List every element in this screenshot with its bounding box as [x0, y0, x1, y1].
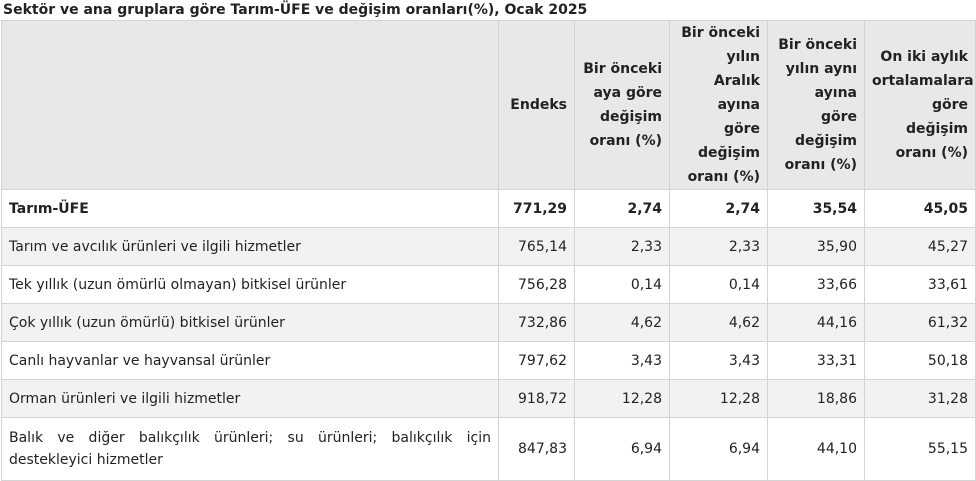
- twelve-month-average-value: 33,61: [864, 265, 976, 304]
- annual-change-value: 44,10: [767, 417, 865, 481]
- row-label: Balık ve diğer balıkçılık ürünleri; su ü…: [1, 417, 499, 481]
- table-row: Çok yıllık (uzun ömürlü) bitkisel ürünle…: [1, 303, 976, 342]
- annual-change-value: 35,90: [767, 227, 865, 266]
- twelve-month-average-value: 45,05: [864, 189, 976, 228]
- monthly-change-value: 0,14: [574, 265, 670, 304]
- table-caption: Sektör ve ana gruplara göre Tarım-ÜFE ve…: [3, 2, 588, 18]
- monthly-change-value: 2,33: [574, 227, 670, 266]
- monthly-change-value: 3,43: [574, 341, 670, 380]
- monthly-change-value: 2,74: [574, 189, 670, 228]
- annual-change-value: 33,66: [767, 265, 865, 304]
- annual-change-value: 44,16: [767, 303, 865, 342]
- annual-change-value: 35,54: [767, 189, 865, 228]
- monthly-change-value: 12,28: [574, 379, 670, 418]
- december-change-value: 3,43: [669, 341, 768, 380]
- annual-change-value: 18,86: [767, 379, 865, 418]
- row-label: Tarım ve avcılık ürünleri ve ilgili hizm…: [1, 227, 499, 266]
- twelve-month-average-value: 31,28: [864, 379, 976, 418]
- row-label: Tarım-ÜFE: [1, 189, 499, 228]
- monthly-change-value: 4,62: [574, 303, 670, 342]
- endeks-value: 756,28: [498, 265, 575, 304]
- header-annual-change: Bir önceki yılın aynı ayına göre değişim…: [767, 20, 865, 190]
- row-label: Orman ürünleri ve ilgili hizmetler: [1, 379, 499, 418]
- twelve-month-average-value: 50,18: [864, 341, 976, 380]
- header-endeks: Endeks: [498, 20, 575, 190]
- endeks-value: 765,14: [498, 227, 575, 266]
- december-change-value: 0,14: [669, 265, 768, 304]
- endeks-value: 797,62: [498, 341, 575, 380]
- table-header-row: Endeks Bir önceki aya göre değişim oranı…: [1, 20, 976, 190]
- table-row: Canlı hayvanlar ve hayvansal ürünler 797…: [1, 341, 976, 380]
- table-row: Tarım ve avcılık ürünleri ve ilgili hizm…: [1, 227, 976, 266]
- header-label-column: [1, 20, 499, 190]
- endeks-value: 847,83: [498, 417, 575, 481]
- endeks-value: 771,29: [498, 189, 575, 228]
- table-row: Tek yıllık (uzun ömürlü olmayan) bitkise…: [1, 265, 976, 304]
- row-label: Tek yıllık (uzun ömürlü olmayan) bitkise…: [1, 265, 499, 304]
- december-change-value: 2,74: [669, 189, 768, 228]
- table-row: Orman ürünleri ve ilgili hizmetler 918,7…: [1, 379, 976, 418]
- annual-change-value: 33,31: [767, 341, 865, 380]
- endeks-value: 918,72: [498, 379, 575, 418]
- december-change-value: 2,33: [669, 227, 768, 266]
- table-row: Tarım-ÜFE 771,29 2,74 2,74 35,54 45,05: [1, 189, 976, 228]
- twelve-month-average-value: 55,15: [864, 417, 976, 481]
- december-change-value: 12,28: [669, 379, 768, 418]
- header-twelve-month-average-change: On iki aylık ortalamalara göre değişim o…: [864, 20, 976, 190]
- twelve-month-average-value: 61,32: [864, 303, 976, 342]
- tarim-ufe-table: Endeks Bir önceki aya göre değişim oranı…: [1, 20, 976, 481]
- header-december-change: Bir önceki yılın Aralık ayına göre değiş…: [669, 20, 768, 190]
- twelve-month-average-value: 45,27: [864, 227, 976, 266]
- row-label: Canlı hayvanlar ve hayvansal ürünler: [1, 341, 499, 380]
- row-label: Çok yıllık (uzun ömürlü) bitkisel ürünle…: [1, 303, 499, 342]
- header-monthly-change: Bir önceki aya göre değişim oranı (%): [574, 20, 670, 190]
- endeks-value: 732,86: [498, 303, 575, 342]
- december-change-value: 4,62: [669, 303, 768, 342]
- december-change-value: 6,94: [669, 417, 768, 481]
- monthly-change-value: 6,94: [574, 417, 670, 481]
- table-row: Balık ve diğer balıkçılık ürünleri; su ü…: [1, 417, 976, 481]
